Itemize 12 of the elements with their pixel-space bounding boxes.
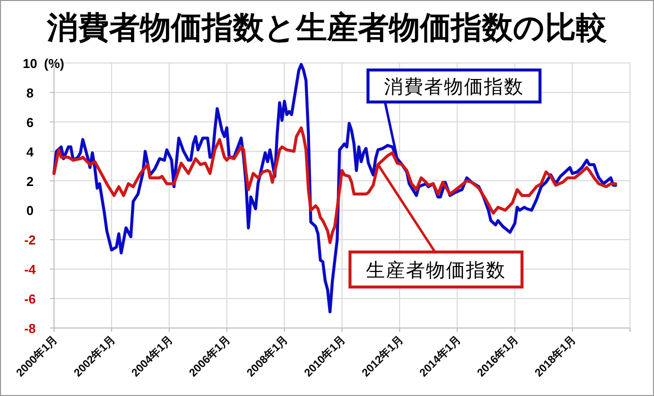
y-tick-label: 6 [26, 114, 34, 130]
chart-title: 消費者物価指数と生産者物価指数の比較 [46, 10, 607, 45]
y-tick-label: 8 [26, 85, 34, 100]
y-tick-label: -2 [24, 232, 36, 248]
y-tick-label: 4 [26, 144, 34, 160]
y-tick-label: 2 [26, 174, 34, 189]
y-tick-label: -4 [24, 262, 37, 278]
y-axis-title: (%) [44, 56, 64, 71]
y-tick-label: -8 [24, 321, 36, 336]
y-tick-label: 10 [22, 56, 38, 71]
y-tick-label: -6 [24, 292, 36, 307]
y-tick-label: 0 [26, 203, 34, 218]
